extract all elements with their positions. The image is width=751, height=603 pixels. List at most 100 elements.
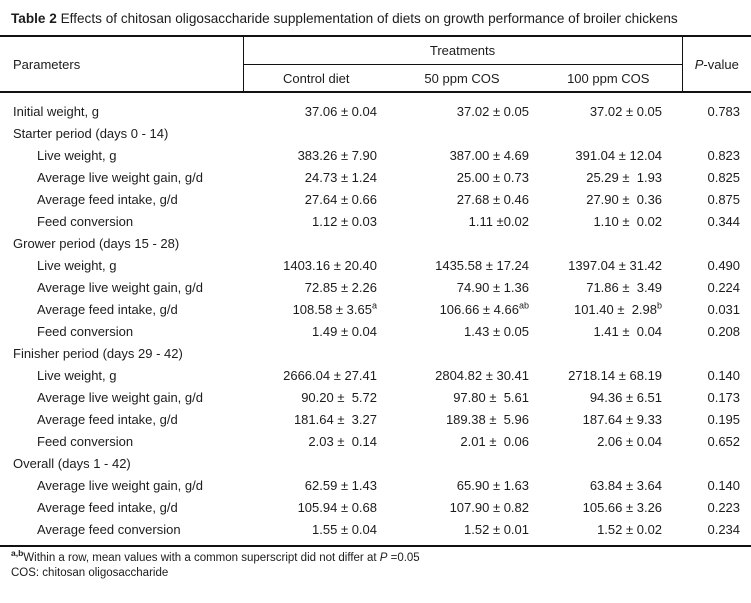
results-table: Parameters Treatments P-value Control di… (0, 35, 751, 547)
value-cell: 1435.58 ± 17.24 (435, 257, 529, 273)
value-cell: 2804.82 ± 30.41 (435, 367, 529, 383)
parameter-label: Average live weight gain, g/d (37, 477, 203, 493)
parameter-label: Live weight, g (37, 147, 117, 163)
value-cell: 187.64 ± 9.33 (582, 411, 663, 427)
value-cell: 391.04 ± 12.04 (575, 147, 663, 163)
data-row: Average live weight gain, g/d 90.20 ± 5.7… (0, 386, 751, 408)
parameter-label: Average feed conversion (0, 518, 243, 547)
parameter-label: Feed conversion (37, 433, 134, 449)
value-cell: 1.55 ± 0.04 (243, 518, 389, 547)
section-label: Grower period (days 15 - 28) (13, 235, 180, 251)
significance-superscript: b (657, 300, 663, 311)
col-header-50ppm-cos: 50 ppm COS (424, 70, 500, 86)
value-cell: 189.38 ± 5.96 (445, 411, 529, 427)
p-value-cell: 0.783 (682, 91, 751, 122)
header-row-diets: Control diet 50 ppm COS 100 ppm COS (0, 64, 751, 92)
data-row: Average feed intake, g/d 27.64 ± 0.66 27.6… (0, 188, 751, 210)
col-header-pvalue: P-value (681, 36, 751, 92)
table-caption-number: Table 2 (11, 11, 57, 26)
footnote-cos-definition: COS: chitosan oligosaccharide (11, 567, 169, 579)
footnotes: a,bWithin a row, mean values with a comm… (11, 549, 751, 581)
value-cell: 1397.04 ± 31.42 (568, 257, 663, 273)
value-cell: 72.85 ± 2.26 (304, 279, 377, 295)
value-cell: 1.41 ± 0.04 (593, 323, 663, 339)
p-value-cell: 0.208 (707, 323, 741, 339)
parameter-label: Average feed intake, g/d (37, 411, 178, 427)
value-cell: 1403.16 ± 20.40 (283, 257, 377, 273)
value-cell: 2718.14 ± 68.19 (568, 367, 663, 383)
footnote-text-1-end: =0.05 (387, 552, 420, 564)
p-value-cell: 0.223 (707, 499, 741, 515)
value-cell: 65.90 ± 1.63 (456, 477, 529, 493)
data-row: Live weight, g 1403.16 ± 20.40 1435.58 ± 1… (0, 254, 751, 276)
value-cell: 387.00 ± 4.69 (449, 147, 529, 163)
section-row: Overall (days 1 - 42) (0, 452, 751, 474)
footnote-italic-p: P (379, 552, 388, 564)
value-cell: 1.52 ± 0.02 (535, 518, 683, 547)
value-cell: 1.49 ± 0.04 (312, 323, 377, 339)
parameter-label: Average feed intake, g/d (37, 499, 178, 515)
p-value-cell: 0.823 (707, 147, 741, 163)
value-cell: 108.58 ± 3.65a (292, 300, 377, 317)
value-cell: 106.66 ± 4.66ab (439, 300, 529, 317)
data-row: Feed conversion 1.49 ± 0.04 1.43 ± 0.05 1.4… (0, 320, 751, 342)
p-value-cell: 0.140 (707, 477, 741, 493)
parameter-label: Average live weight gain, g/d (37, 389, 203, 405)
parameter-label: Average feed intake, g/d (37, 191, 178, 207)
p-value-cell: 0.875 (707, 191, 741, 207)
section-label: Overall (days 1 - 42) (13, 455, 131, 471)
value-cell: 105.66 ± 3.26 (582, 499, 663, 515)
footnote-text-1: Within a row, mean values with a common … (23, 552, 380, 564)
data-row: Feed conversion 2.03 ± 0.14 2.01 ± 0.06 2.0… (0, 430, 751, 452)
p-value-cell: 0.195 (707, 411, 741, 427)
value-cell: 37.06 ± 0.04 (243, 91, 389, 122)
section-row: Finisher period (days 29 - 42) (0, 342, 751, 364)
value-cell: 97.80 ± 5.61 (453, 389, 529, 405)
value-cell: 1.52 ± 0.01 (389, 518, 535, 547)
table-caption-text: Effects of chitosan oligosaccharide supp… (56, 11, 678, 26)
table-header: Parameters Treatments P-value Control di… (0, 36, 751, 92)
col-header-control-diet: Control diet (242, 64, 389, 92)
data-row: Average feed intake, g/d 108.58 ± 3.65a 10… (0, 298, 751, 320)
data-row: Average feed intake, g/d 105.94 ± 0.68 107… (0, 496, 751, 518)
value-cell: 74.90 ± 1.36 (456, 279, 529, 295)
parameter-label: Average live weight gain, g/d (37, 169, 203, 185)
value-cell: 63.84 ± 3.64 (589, 477, 663, 493)
parameter-label: Feed conversion (37, 323, 134, 339)
value-cell: 1.12 ± 0.03 (312, 213, 377, 229)
value-cell: 383.26 ± 7.90 (297, 147, 377, 163)
significance-superscript: a (371, 300, 377, 311)
data-row: Average feed conversion 1.55 ± 0.04 1.52 ±… (0, 518, 751, 547)
p-value-cell: 0.224 (707, 279, 741, 295)
data-row: Initial weight, g 37.06 ± 0.04 37.02 ± 0.0… (0, 91, 751, 122)
pvalue-italic-p: P (694, 56, 704, 72)
parameter-label: Live weight, g (37, 257, 117, 273)
p-value-cell: 0.490 (707, 257, 741, 273)
value-cell: 2.03 ± 0.14 (308, 433, 377, 449)
value-cell: 1.10 ± 0.02 (593, 213, 663, 229)
section-label: Starter period (days 0 - 14) (13, 125, 169, 141)
section-label: Finisher period (days 29 - 42) (13, 345, 183, 361)
data-row: Average live weight gain, g/d 72.85 ± 2.2… (0, 276, 751, 298)
value-cell: 181.64 ± 3.27 (293, 411, 377, 427)
section-row: Starter period (days 0 - 14) (0, 122, 751, 144)
table-body: Initial weight, g 37.06 ± 0.04 37.02 ± 0.0… (0, 91, 751, 547)
value-cell: 2666.04 ± 27.41 (283, 367, 377, 383)
parameter-label: Feed conversion (37, 213, 134, 229)
value-cell: 62.59 ± 1.43 (304, 477, 377, 493)
value-cell: 25.00 ± 0.73 (456, 169, 529, 185)
p-value-cell: 0.344 (707, 213, 741, 229)
value-cell: 107.90 ± 0.82 (449, 499, 529, 515)
value-cell: 2.06 ± 0.04 (597, 433, 663, 449)
p-value-cell: 0.825 (707, 169, 741, 185)
value-cell: 27.68 ± 0.46 (456, 191, 529, 207)
table-caption: Table 2 Effects of chitosan oligosacchar… (0, 0, 721, 28)
value-cell: 90.20 ± 5.72 (301, 389, 377, 405)
data-row: Average feed intake, g/d 181.64 ± 3.27 189… (0, 408, 751, 430)
section-row: Grower period (days 15 - 28) (0, 232, 751, 254)
col-header-parameters: Parameters (13, 56, 81, 72)
parameter-label: Initial weight, g (0, 91, 243, 122)
p-value-cell: 0.173 (707, 389, 741, 405)
data-row: Feed conversion 1.12 ± 0.03 1.11 ±0.02 1.10… (0, 210, 751, 232)
